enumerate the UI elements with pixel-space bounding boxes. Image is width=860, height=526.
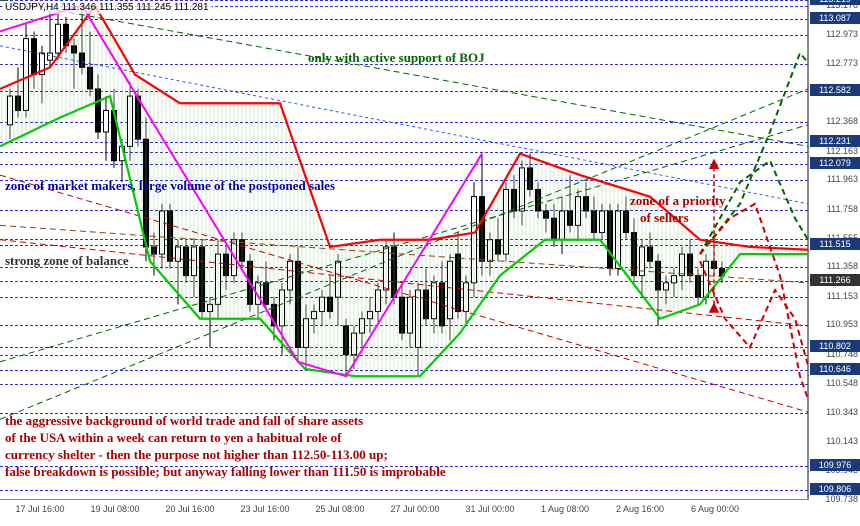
price-tag: 109.976	[810, 459, 860, 471]
price-label: 111.358	[810, 261, 860, 271]
grid-line	[0, 91, 808, 92]
grid-line	[0, 370, 808, 371]
chart-header: USDJPY,H4 111.346 111.355 111.245 111.28…	[2, 1, 212, 14]
annotation-text: false breakdown is possible; but anyway …	[5, 464, 446, 481]
annotation-text: zone of market makers, large volume of t…	[5, 178, 335, 195]
annotation-text: of sellers	[640, 210, 689, 227]
grid-line	[0, 297, 808, 298]
price-label: 111.758	[810, 204, 860, 214]
grid-line	[0, 281, 808, 282]
annotation-text: zone of a priority	[630, 193, 726, 210]
price-label: 110.548	[810, 378, 860, 388]
symbol-label: USDJPY,H4	[5, 2, 59, 13]
grid-line	[0, 355, 808, 356]
price-label: 112.973	[810, 29, 860, 39]
time-label: 25 Jul 08:00	[315, 504, 364, 514]
time-label: 2 Aug 16:00	[616, 504, 664, 514]
time-label: 6 Aug 00:00	[691, 504, 739, 514]
time-label: 19 Jul 08:00	[90, 504, 139, 514]
price-label: 111.963	[810, 174, 860, 184]
annotation-text: only with active support of BOJ	[308, 50, 485, 67]
grid-line	[0, 347, 808, 348]
price-tag: 113.219	[810, 0, 860, 5]
price-label: 110.143	[810, 436, 860, 446]
grid-line	[0, 490, 808, 491]
time-axis: 17 Jul 16:00 19 Jul 08:00 20 Jul 16:00 23 J…	[0, 500, 808, 526]
price-tag: 112.582	[810, 84, 860, 96]
grid-line	[0, 35, 808, 36]
time-label: 31 Jul 00:00	[465, 504, 514, 514]
annotation-text: of the USA within a week can return to y…	[5, 430, 341, 447]
price-tag: 109.806	[810, 483, 860, 495]
time-label: 27 Jul 00:00	[390, 504, 439, 514]
price-label: 111.153	[810, 291, 860, 301]
time-label: 1 Aug 08:00	[541, 504, 589, 514]
price-label: 110.953	[810, 319, 860, 329]
price-tag: 112.079	[810, 157, 860, 169]
grid-line	[0, 239, 808, 240]
price-tag: 110.646	[810, 363, 860, 375]
chart-container: USDJPY,H4 111.346 111.355 111.245 111.28…	[0, 0, 860, 526]
price-axis: 109.738109.943110.143110.343110.548110.7…	[808, 0, 860, 500]
price-tag: 113.087	[810, 12, 860, 24]
grid-line	[0, 142, 808, 143]
price-label: 110.343	[810, 407, 860, 417]
annotation-text: strong zone of balance	[5, 253, 129, 270]
time-label: 23 Jul 16:00	[240, 504, 289, 514]
grid-line	[0, 245, 808, 246]
price-tag: 111.266	[810, 274, 860, 286]
price-tag: 111.515	[810, 238, 860, 250]
time-label: 20 Jul 16:00	[165, 504, 214, 514]
grid-line	[0, 152, 808, 153]
grid-line	[0, 325, 808, 326]
price-label: 112.163	[810, 146, 860, 156]
price-label: 112.368	[810, 116, 860, 126]
ohlc-label: 111.346 111.355 111.245 111.281	[62, 2, 209, 13]
grid-line	[0, 164, 808, 165]
grid-line	[0, 384, 808, 385]
grid-line	[0, 122, 808, 123]
annotation-text: currency shelter - then the purpose not …	[5, 447, 388, 464]
price-label: 112.773	[810, 58, 860, 68]
time-label: 17 Jul 16:00	[15, 504, 64, 514]
price-tag: 112.231	[810, 135, 860, 147]
grid-line	[0, 19, 808, 20]
price-label: 109.738	[810, 494, 860, 504]
annotation-text: the aggressive background of world trade…	[5, 413, 363, 430]
price-tag: 110.802	[810, 340, 860, 352]
